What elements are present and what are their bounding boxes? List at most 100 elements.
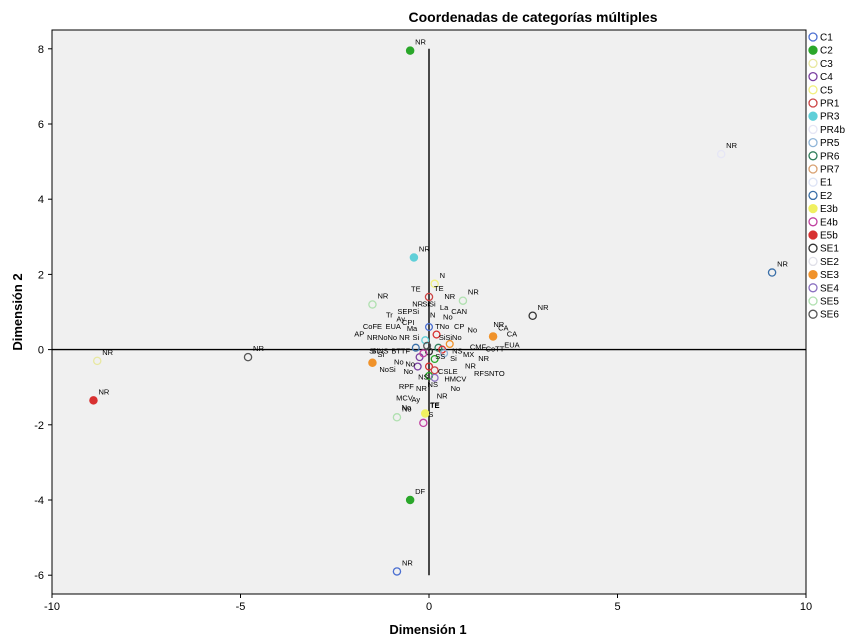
data-point: [405, 46, 415, 55]
cluster-label: NR: [437, 391, 448, 400]
legend-label: SE3: [820, 270, 839, 281]
data-point: [392, 413, 402, 422]
data-point: [528, 311, 537, 321]
cluster-label: No: [468, 326, 478, 335]
legend-marker: [808, 243, 818, 253]
data-point: [368, 358, 377, 368]
legend-label: E3b: [820, 204, 838, 215]
legend-marker: [808, 58, 818, 69]
cluster-point: [411, 343, 420, 352]
cluster-label: MCV: [396, 393, 413, 402]
data-point: [420, 409, 430, 418]
legend-label: PR5: [820, 138, 840, 149]
legend-marker: [808, 269, 818, 280]
legend-label: SE6: [820, 310, 839, 321]
cluster-label: EUA: [385, 322, 400, 331]
point-label: NR: [468, 288, 479, 297]
legend-label: C4: [820, 72, 833, 83]
cluster-point: [430, 373, 439, 382]
legend-marker: [808, 71, 818, 82]
data-point: [392, 567, 402, 576]
cluster-label: CPI: [402, 318, 415, 327]
point-label: NR: [726, 141, 737, 150]
cluster-label: NR: [399, 333, 410, 342]
data-point: [409, 253, 419, 262]
legend-label: E2: [820, 191, 833, 202]
cluster-label: Si: [412, 333, 419, 342]
legend-marker: [808, 32, 818, 42]
legend-label: C1: [820, 33, 833, 44]
legend-marker: [808, 203, 818, 214]
cluster-label: NoNo: [378, 333, 397, 342]
cluster-label: Si: [439, 333, 446, 342]
cluster-label: SiNo: [445, 333, 461, 342]
y-tick-label: 8: [38, 44, 44, 56]
legend-label: SE4: [820, 283, 839, 294]
cluster-label: NS: [418, 373, 428, 382]
cluster-point: [419, 349, 428, 358]
legend-label: SE1: [820, 244, 839, 255]
x-tick-label: -5: [236, 601, 246, 613]
cluster-label: CoFE: [363, 322, 382, 331]
legend-label: PR4b: [820, 125, 845, 136]
cluster-label: NR: [493, 320, 504, 329]
legend-label: E1: [820, 178, 833, 189]
cluster-point: [438, 345, 447, 354]
cluster-label: NS: [452, 346, 462, 355]
point-label: DF: [415, 487, 425, 496]
cluster-label: CAN: [451, 307, 467, 316]
data-point: [419, 418, 428, 428]
cluster-label: RFSNTO: [474, 369, 505, 378]
point-label: TE: [434, 284, 444, 293]
cluster-label: SS: [435, 352, 445, 361]
x-tick-label: -10: [44, 601, 60, 613]
cluster-label: No: [403, 367, 413, 376]
data-point: [488, 332, 498, 341]
cluster-label: NR: [412, 299, 423, 308]
legend-marker: [808, 309, 818, 319]
cluster-label: HMCV: [444, 375, 466, 384]
cluster-point: [430, 354, 439, 364]
legend-label: PR6: [820, 151, 840, 162]
point-label: CA: [498, 323, 508, 332]
data-point: [368, 300, 377, 309]
y-axis-label: Dimensión 2: [10, 273, 25, 350]
chart-title: Coordenadas de categorías múltiples: [409, 9, 658, 25]
cluster-label: NS: [428, 380, 438, 389]
cluster-label: Tr: [386, 311, 393, 320]
cluster-label: NR: [367, 333, 378, 342]
y-tick-label: -4: [34, 495, 44, 507]
cluster-point: [432, 330, 441, 339]
y-tick-label: -2: [34, 420, 44, 432]
legend-label: E5b: [820, 231, 838, 242]
cluster-label: TE: [430, 401, 440, 410]
cluster-point: [424, 322, 434, 332]
point-label: NR: [102, 348, 113, 357]
cluster-label: CoTT: [486, 344, 505, 353]
data-point: [89, 396, 98, 405]
legend-marker: [808, 164, 818, 174]
x-tick-label: 0: [426, 601, 432, 613]
cluster-label: BTTF: [391, 346, 410, 355]
x-axis-label: Dimensión 1: [389, 622, 466, 637]
cluster-point: [440, 349, 449, 358]
cluster-label: No: [451, 384, 461, 393]
cluster-label: CA: [507, 329, 517, 338]
axis-ticks: -10 -5 0 5 10 -6 -4 -2 0 2 4 6 8: [34, 44, 812, 613]
point-label: NR: [419, 244, 430, 253]
legend-marker: [808, 283, 818, 293]
cluster-markers: [411, 322, 454, 382]
legend-marker: [808, 111, 818, 121]
cluster-label: SiNS: [371, 346, 388, 355]
cluster-label: AP: [354, 329, 364, 338]
cluster-point: [423, 341, 432, 350]
point-label: NR: [402, 558, 413, 567]
cluster-label: EUA: [504, 341, 519, 350]
point-label: NR: [253, 344, 264, 353]
legend-marker: [808, 45, 818, 55]
legend-label: E4b: [820, 217, 838, 228]
legend-marker: [808, 256, 818, 267]
cluster-label: NoSi: [379, 365, 396, 374]
point-label: N: [440, 271, 445, 280]
